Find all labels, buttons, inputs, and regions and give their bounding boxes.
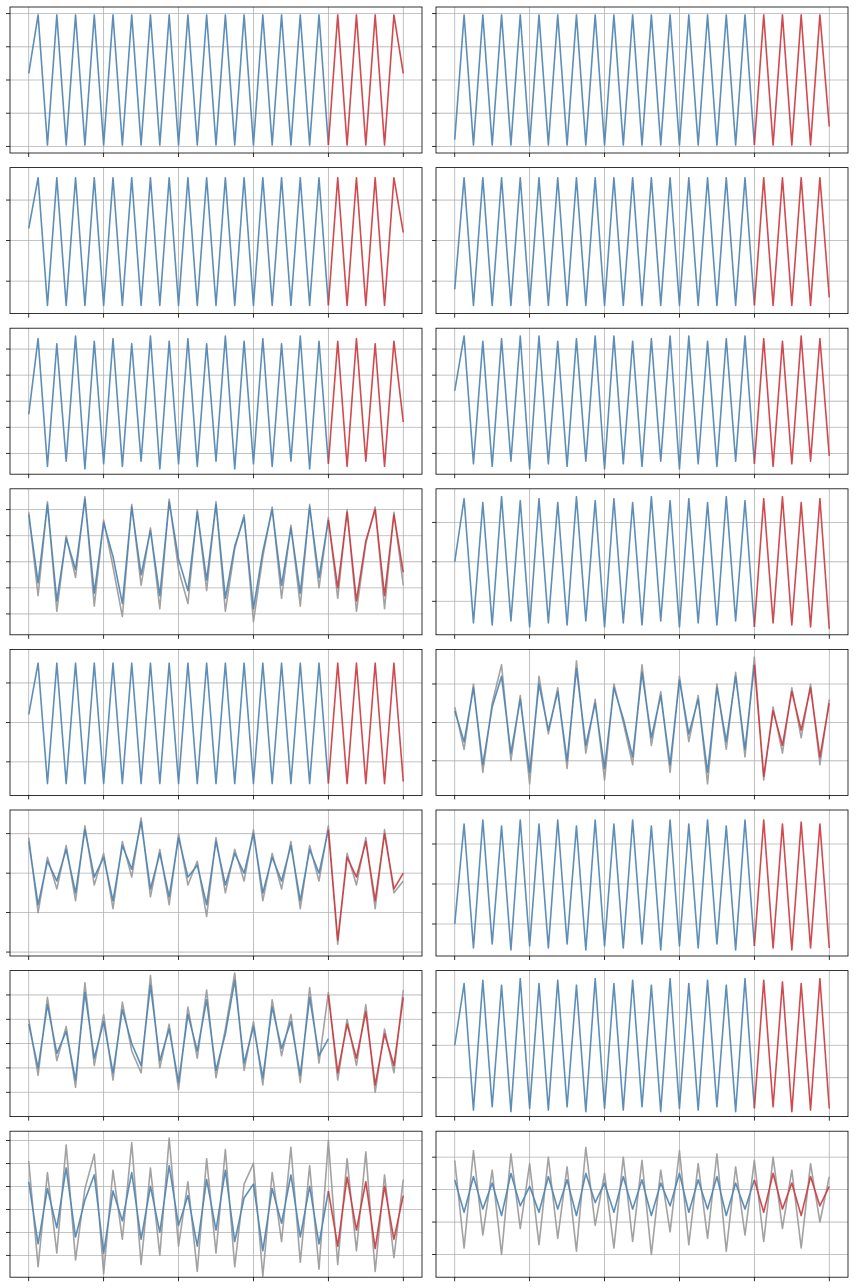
axes-frame (9, 649, 423, 796)
series-line (453, 495, 756, 628)
panel (6, 167, 423, 318)
panel (432, 970, 849, 1121)
series-line (453, 664, 756, 774)
series-line (27, 335, 330, 470)
panel (6, 488, 423, 639)
panel (432, 809, 849, 960)
panel (6, 809, 423, 960)
plot-area (27, 1137, 405, 1277)
axes-frame (9, 970, 423, 1117)
plot-area (453, 977, 831, 1113)
series-line (753, 176, 831, 307)
plot-area (27, 14, 405, 146)
axes-frame (435, 970, 849, 1117)
panel (432, 649, 849, 800)
plot-area (453, 495, 831, 629)
series-line (327, 1176, 405, 1250)
panel (432, 327, 849, 479)
plot-area (453, 176, 831, 307)
series-line (327, 662, 405, 785)
series-line (753, 14, 831, 146)
series-line (327, 829, 404, 942)
plot-area (453, 656, 831, 785)
series-line (453, 176, 756, 307)
axes-frame (9, 488, 423, 636)
axes-frame (435, 488, 849, 636)
plot-area (453, 1146, 831, 1256)
axes-frame (9, 1130, 423, 1278)
series-line (27, 662, 330, 785)
series-line (27, 1137, 405, 1277)
plot-area (27, 176, 405, 307)
panel (6, 327, 423, 479)
axes-frame (9, 327, 423, 475)
axes-frame (435, 649, 849, 796)
series-line (327, 337, 405, 468)
series-line (453, 819, 756, 951)
panel (432, 167, 849, 318)
panel (432, 488, 849, 639)
panel (6, 649, 423, 800)
plot-area (453, 335, 831, 470)
panel (432, 1130, 849, 1282)
panel (6, 970, 423, 1121)
axes-frame (9, 6, 423, 154)
series-line (753, 495, 831, 629)
series-line (27, 176, 330, 307)
series-line (27, 498, 330, 610)
plot-area (27, 495, 405, 623)
series-line (453, 977, 756, 1113)
plot-area (27, 335, 405, 470)
series-line (27, 1164, 330, 1254)
axes-frame (9, 809, 423, 957)
series-line (327, 14, 405, 146)
axes-frame (9, 167, 423, 315)
series-line (453, 1172, 756, 1217)
series-line (27, 14, 330, 146)
series-line (753, 664, 831, 777)
axes-frame (435, 809, 849, 957)
axes-frame (435, 167, 849, 315)
series-line (753, 335, 831, 468)
axes-frame (435, 327, 849, 475)
series-line (27, 821, 330, 906)
plot-area (453, 14, 831, 146)
series-line (453, 335, 756, 470)
axes-frame (435, 6, 849, 154)
series-line (453, 14, 756, 146)
panel (6, 6, 423, 157)
series-line (753, 1172, 830, 1217)
series-line (327, 508, 405, 602)
plot-area (453, 819, 831, 951)
series-line (27, 817, 404, 945)
plot-area (27, 972, 405, 1094)
series-line (327, 994, 405, 1086)
series-line (327, 176, 405, 307)
axes-frame (435, 1130, 849, 1278)
panel (432, 6, 849, 157)
series-line (27, 972, 405, 1094)
series-line (453, 1146, 831, 1256)
series-line (27, 979, 330, 1084)
plot-area (27, 662, 405, 785)
panel (6, 1130, 423, 1282)
series-line (753, 819, 831, 951)
plot-area (27, 817, 404, 945)
series-line (753, 977, 831, 1113)
